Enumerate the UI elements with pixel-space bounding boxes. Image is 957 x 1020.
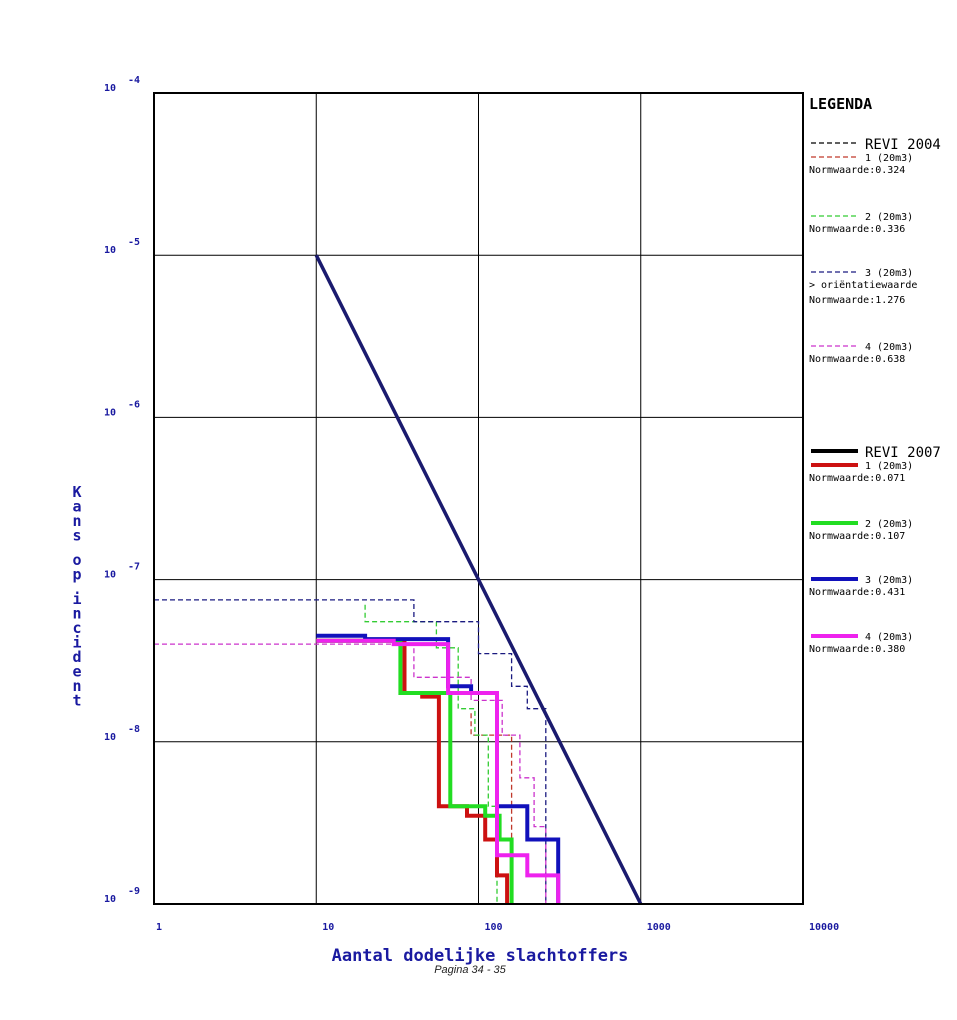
legend-entry-label: 2 (20m3) [865, 212, 913, 223]
legend-entry-label: 4 (20m3) [865, 342, 913, 353]
legend-group-heading: REVI 2007 [865, 445, 941, 461]
y-axis-label-char: c [72, 619, 81, 637]
legend-entry-label: 2 (20m3) [865, 519, 913, 530]
y-tick-label: 10 [104, 245, 116, 256]
legend-entry-norm: Normwaarde:0.107 [809, 531, 905, 542]
y-axis-label-char: n [72, 605, 81, 623]
y-tick-label: 10 [104, 407, 116, 418]
legend-entry-label: 3 (20m3) [865, 575, 913, 586]
revi-2004-series-2 [364, 604, 498, 904]
x-tick-label: 10000 [809, 922, 839, 933]
y-axis-label-char: d [72, 648, 81, 666]
legend-entry-norm: Normwaarde:0.638 [809, 354, 905, 365]
revi-2004-series-3 [154, 599, 547, 904]
series-layer [154, 599, 561, 904]
y-axis-label-char: K [72, 483, 81, 501]
x-tick-label: 100 [485, 922, 503, 933]
legend-group-heading: REVI 2004 [865, 137, 941, 153]
legend-entry-norm: Normwaarde:0.336 [809, 224, 905, 235]
y-axis-label-char: n [72, 677, 81, 695]
y-axis-label-char: i [72, 590, 81, 608]
y-axis-label-char: t [72, 692, 81, 710]
guide-line-layer [314, 254, 643, 905]
y-axis-label-char: i [72, 634, 81, 652]
y-tick-exponent: -6 [128, 399, 140, 410]
revi-2004-series-4 [154, 643, 547, 904]
legend-entry-norm: Normwaarde:0.380 [809, 644, 905, 655]
page-footer: Pagina 34 - 35 [434, 964, 506, 976]
orientation-guide-line [314, 254, 643, 905]
legend-entry-norm: Normwaarde:1.276 [809, 295, 905, 306]
y-tick-exponent: -9 [128, 886, 140, 897]
y-axis-label-char: p [72, 566, 81, 584]
x-tick-label: 1000 [647, 922, 671, 933]
y-axis-label-char: e [72, 663, 81, 681]
legend-entry-norm: Normwaarde:0.431 [809, 587, 905, 598]
y-tick-label: 10 [104, 732, 116, 743]
y-tick-exponent: -7 [128, 562, 140, 573]
y-tick-exponent: -5 [128, 237, 140, 248]
y-axis-label-char: a [72, 498, 81, 516]
revi-2007-series-2 [316, 638, 514, 904]
legend-entry-label: 1 (20m3) [865, 461, 913, 472]
x-axis-label: Aantal dodelijke slachtoffers [332, 946, 629, 966]
y-axis-label-char: s [72, 527, 81, 545]
y-tick-labels: 10 -4 10 -5 10 -6 10 -7 10 -8 10 -9 [104, 75, 140, 905]
y-tick-label: 10 [104, 83, 116, 94]
y-tick-exponent: -4 [128, 75, 140, 86]
y-tick-label: 10 [104, 894, 116, 905]
y-axis-label-char: o [72, 551, 81, 569]
grid [154, 93, 803, 904]
legend-entry-label: 3 (20m3) [865, 268, 913, 279]
y-tick-exponent: -8 [128, 724, 140, 735]
legend-entry-norm: Normwaarde:0.071 [809, 473, 905, 484]
x-tick-labels: 1 10 100 1000 10000 [156, 922, 839, 933]
legend-entry-norm: Normwaarde:0.324 [809, 165, 905, 176]
x-tick-label: 1 [156, 922, 162, 933]
x-tick-label: 10 [322, 922, 334, 933]
legend-entry-note: > oriëntatiewaarde [809, 280, 917, 291]
revi-2007-series-4 [316, 638, 561, 904]
legend-title: LEGENDA [809, 95, 872, 113]
legend-entry-label: 1 (20m3) [865, 153, 913, 164]
revi-2004-series-1 [470, 713, 513, 904]
plot-frame [153, 92, 804, 905]
y-tick-label: 10 [104, 570, 116, 581]
legend-entry-label: 4 (20m3) [865, 632, 913, 643]
y-axis-label-char: n [72, 512, 81, 530]
